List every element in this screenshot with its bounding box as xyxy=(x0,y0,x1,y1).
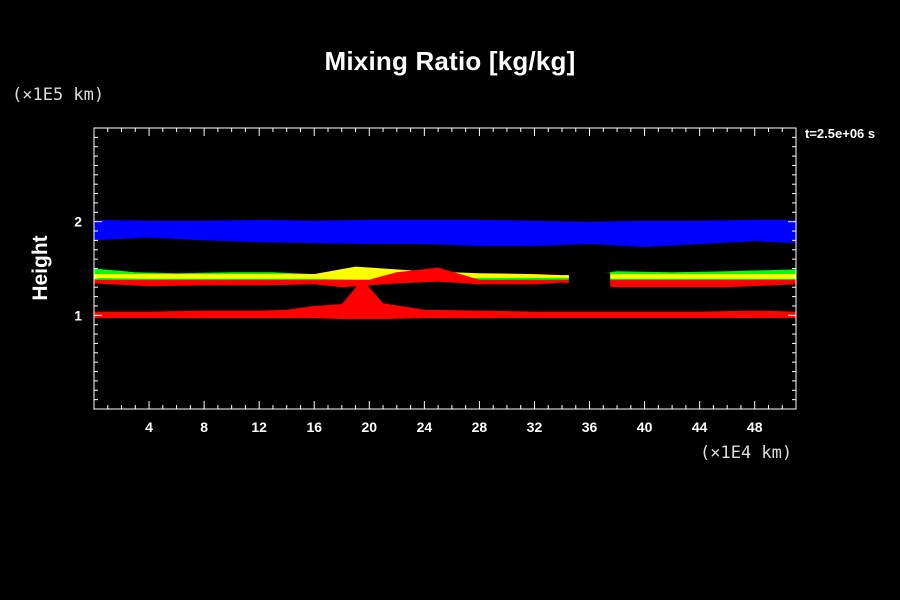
x-axis-unit: (×1E4 km) xyxy=(700,443,793,463)
x-tick-label: 44 xyxy=(692,419,708,435)
x-tick-label: 48 xyxy=(747,419,763,435)
band-gap-0 xyxy=(568,272,611,288)
x-tick-label: 28 xyxy=(472,419,488,435)
band-blue xyxy=(94,219,796,247)
x-tick-label: 8 xyxy=(200,419,208,435)
chart-title: Mixing Ratio [kg/kg] xyxy=(324,46,576,76)
y-tick-label: 2 xyxy=(74,214,82,230)
x-tick-label: 36 xyxy=(582,419,598,435)
x-tick-label: 16 xyxy=(306,419,322,435)
y-tick-label: 1 xyxy=(74,307,82,323)
x-tick-label: 20 xyxy=(362,419,378,435)
band-red-upper xyxy=(94,267,796,288)
x-tick-label: 32 xyxy=(527,419,543,435)
x-tick-label: 4 xyxy=(145,419,153,435)
x-tick-label: 40 xyxy=(637,419,653,435)
x-tick-label: 12 xyxy=(251,419,267,435)
x-tick-label: 24 xyxy=(417,419,433,435)
time-label: t=2.5e+06 s xyxy=(805,126,876,141)
y-axis-unit: (×1E5 km) xyxy=(12,85,105,105)
plot-frame xyxy=(93,127,797,410)
band-red-lower xyxy=(94,279,796,320)
